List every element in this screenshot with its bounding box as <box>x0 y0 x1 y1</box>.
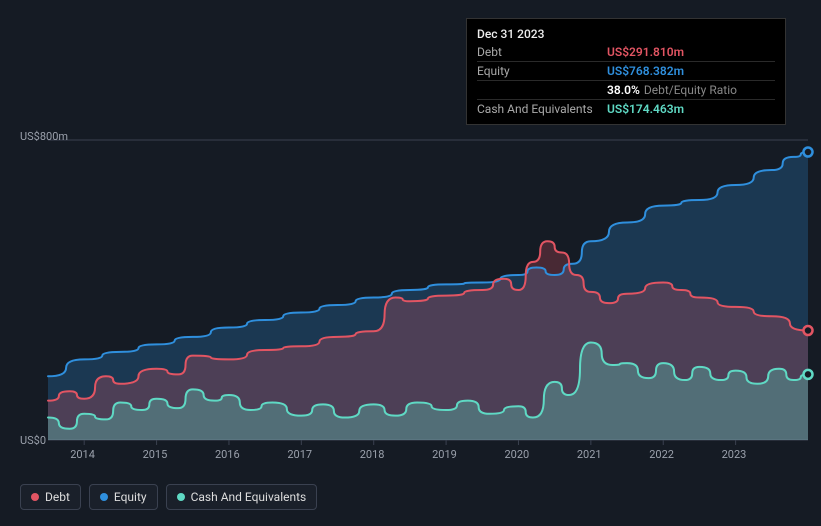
legend-item-equity[interactable]: Equity <box>89 484 158 510</box>
tooltip-value: US$768.382m <box>607 64 684 78</box>
x-axis-label: 2016 <box>215 448 240 461</box>
legend-dot-icon <box>100 493 108 501</box>
tooltip-row: 38.0% Debt/Equity Ratio <box>477 80 775 99</box>
legend-label: Equity <box>114 490 147 504</box>
x-axis-label: 2022 <box>649 448 674 461</box>
tooltip-row: Cash And EquivalentsUS$174.463m <box>477 99 775 118</box>
x-axis-label: 2018 <box>360 448 385 461</box>
legend-dot-icon <box>177 493 185 501</box>
tooltip-label: Cash And Equivalents <box>477 102 607 116</box>
legend-dot-icon <box>31 493 39 501</box>
tooltip-row: DebtUS$291.810m <box>477 43 775 61</box>
tooltip-extra: Debt/Equity Ratio <box>644 83 737 97</box>
legend-label: Debt <box>45 490 70 504</box>
chart-tooltip: Dec 31 2023 DebtUS$291.810mEquityUS$768.… <box>466 18 786 125</box>
x-axis-label: 2019 <box>432 448 457 461</box>
tooltip-row: EquityUS$768.382m <box>477 61 775 80</box>
tooltip-date: Dec 31 2023 <box>477 27 544 41</box>
x-axis-label: 2020 <box>504 448 529 461</box>
x-axis-label: 2023 <box>722 448 747 461</box>
y-axis-label: US$800m <box>20 130 68 143</box>
tooltip-value: US$291.810m <box>607 45 684 59</box>
financials-chart: US$0 US$800m 2014 2015 2016 2017 2018 2019 2020… <box>0 0 821 526</box>
x-axis-label: 2017 <box>287 448 312 461</box>
tooltip-label: Debt <box>477 45 607 59</box>
legend-item-cash-and-equivalents[interactable]: Cash And Equivalents <box>166 484 318 510</box>
chart-legend: Debt Equity Cash And Equivalents <box>20 484 317 510</box>
tooltip-label: Equity <box>477 64 607 78</box>
tooltip-value: US$174.463m <box>607 102 684 116</box>
y-axis-label: US$0 <box>20 434 46 447</box>
tooltip-value: 38.0% <box>607 83 640 97</box>
legend-label: Cash And Equivalents <box>191 490 307 504</box>
x-axis-label: 2015 <box>143 448 168 461</box>
x-axis-label: 2021 <box>577 448 602 461</box>
x-axis-label: 2014 <box>70 448 95 461</box>
legend-item-debt[interactable]: Debt <box>20 484 81 510</box>
